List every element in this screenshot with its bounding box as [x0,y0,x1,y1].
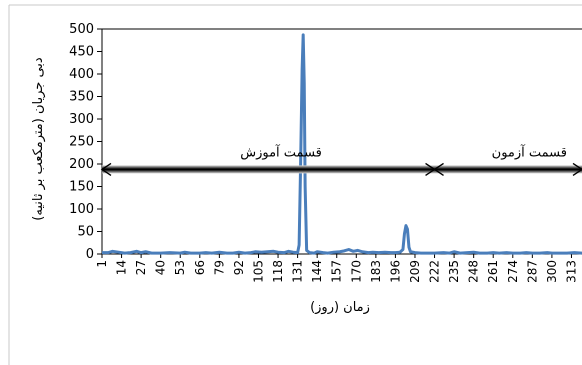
x-tick-label: 53 [173,260,187,275]
x-tick-label: 118 [271,260,285,283]
series-line-0 [102,33,582,255]
series-layer [102,33,582,255]
x-tick-label: 144 [310,260,324,283]
x-tick-label: 14 [115,260,129,275]
y-tick-label: 250 [69,135,94,150]
y-tick-label: 400 [69,67,94,82]
y-axis: 0 50 100 150 200 250 300 350 400 450 500 [69,22,103,262]
x-tick-label: 66 [193,260,207,275]
x-tick-label: 105 [251,260,265,283]
x-axis: 1 14 27 40 53 66 79 92 105 118 131 144 157 170 183 196 2… [95,253,582,283]
test-segment-label: قسمت آزمون [492,143,567,160]
x-tick-label: 313 [564,260,578,283]
x-tick-label: 300 [545,260,559,283]
test-end-arrowhead [572,162,582,176]
x-tick-label: 40 [154,260,168,275]
x-tick-label: 79 [212,260,226,275]
train-segment-label: قسمت آموزش [240,143,322,160]
x-tick-label: 287 [525,260,539,283]
y-tick-label: 300 [69,112,94,127]
y-tick-label: 100 [69,202,94,217]
x-tick-label: 209 [408,260,422,283]
x-tick-label: 274 [506,260,520,283]
y-tick-label: 200 [69,157,94,172]
x-tick-label: 27 [134,260,148,275]
x-tick-label: 248 [467,260,481,283]
segment-band [102,165,582,174]
x-tick-label: 157 [330,260,344,283]
x-axis-title: زمان (روز) [310,300,370,315]
y-axis-title-group: دبی جریان (مترمکعب بر ثانیه) [31,57,46,221]
train-start-arrowhead [100,162,112,176]
y-axis-title: دبی جریان (مترمکعب بر ثانیه) [31,57,46,221]
y-tick-label: 0 [86,247,94,262]
x-tick-label: 92 [232,260,246,275]
x-tick-label: 261 [486,260,500,283]
y-tick-label: 450 [69,45,94,60]
x-tick-label: 170 [349,260,363,283]
x-tick-label: 1 [95,260,109,268]
y-tick-label: 150 [69,180,94,195]
y-tick-label: 500 [69,22,94,37]
x-tick-label: 222 [428,260,442,283]
x-tick-label: 183 [369,260,383,283]
y-tick-label: 350 [69,90,94,105]
x-tick-label: 196 [388,260,402,283]
annotation-layer: قسمت آموزش قسمت آزمون [100,143,582,176]
x-tick-label: 235 [447,260,461,283]
x-tick-label: 131 [291,260,305,283]
y-tick-label: 50 [77,225,94,240]
test-start-arrowhead [433,162,444,176]
